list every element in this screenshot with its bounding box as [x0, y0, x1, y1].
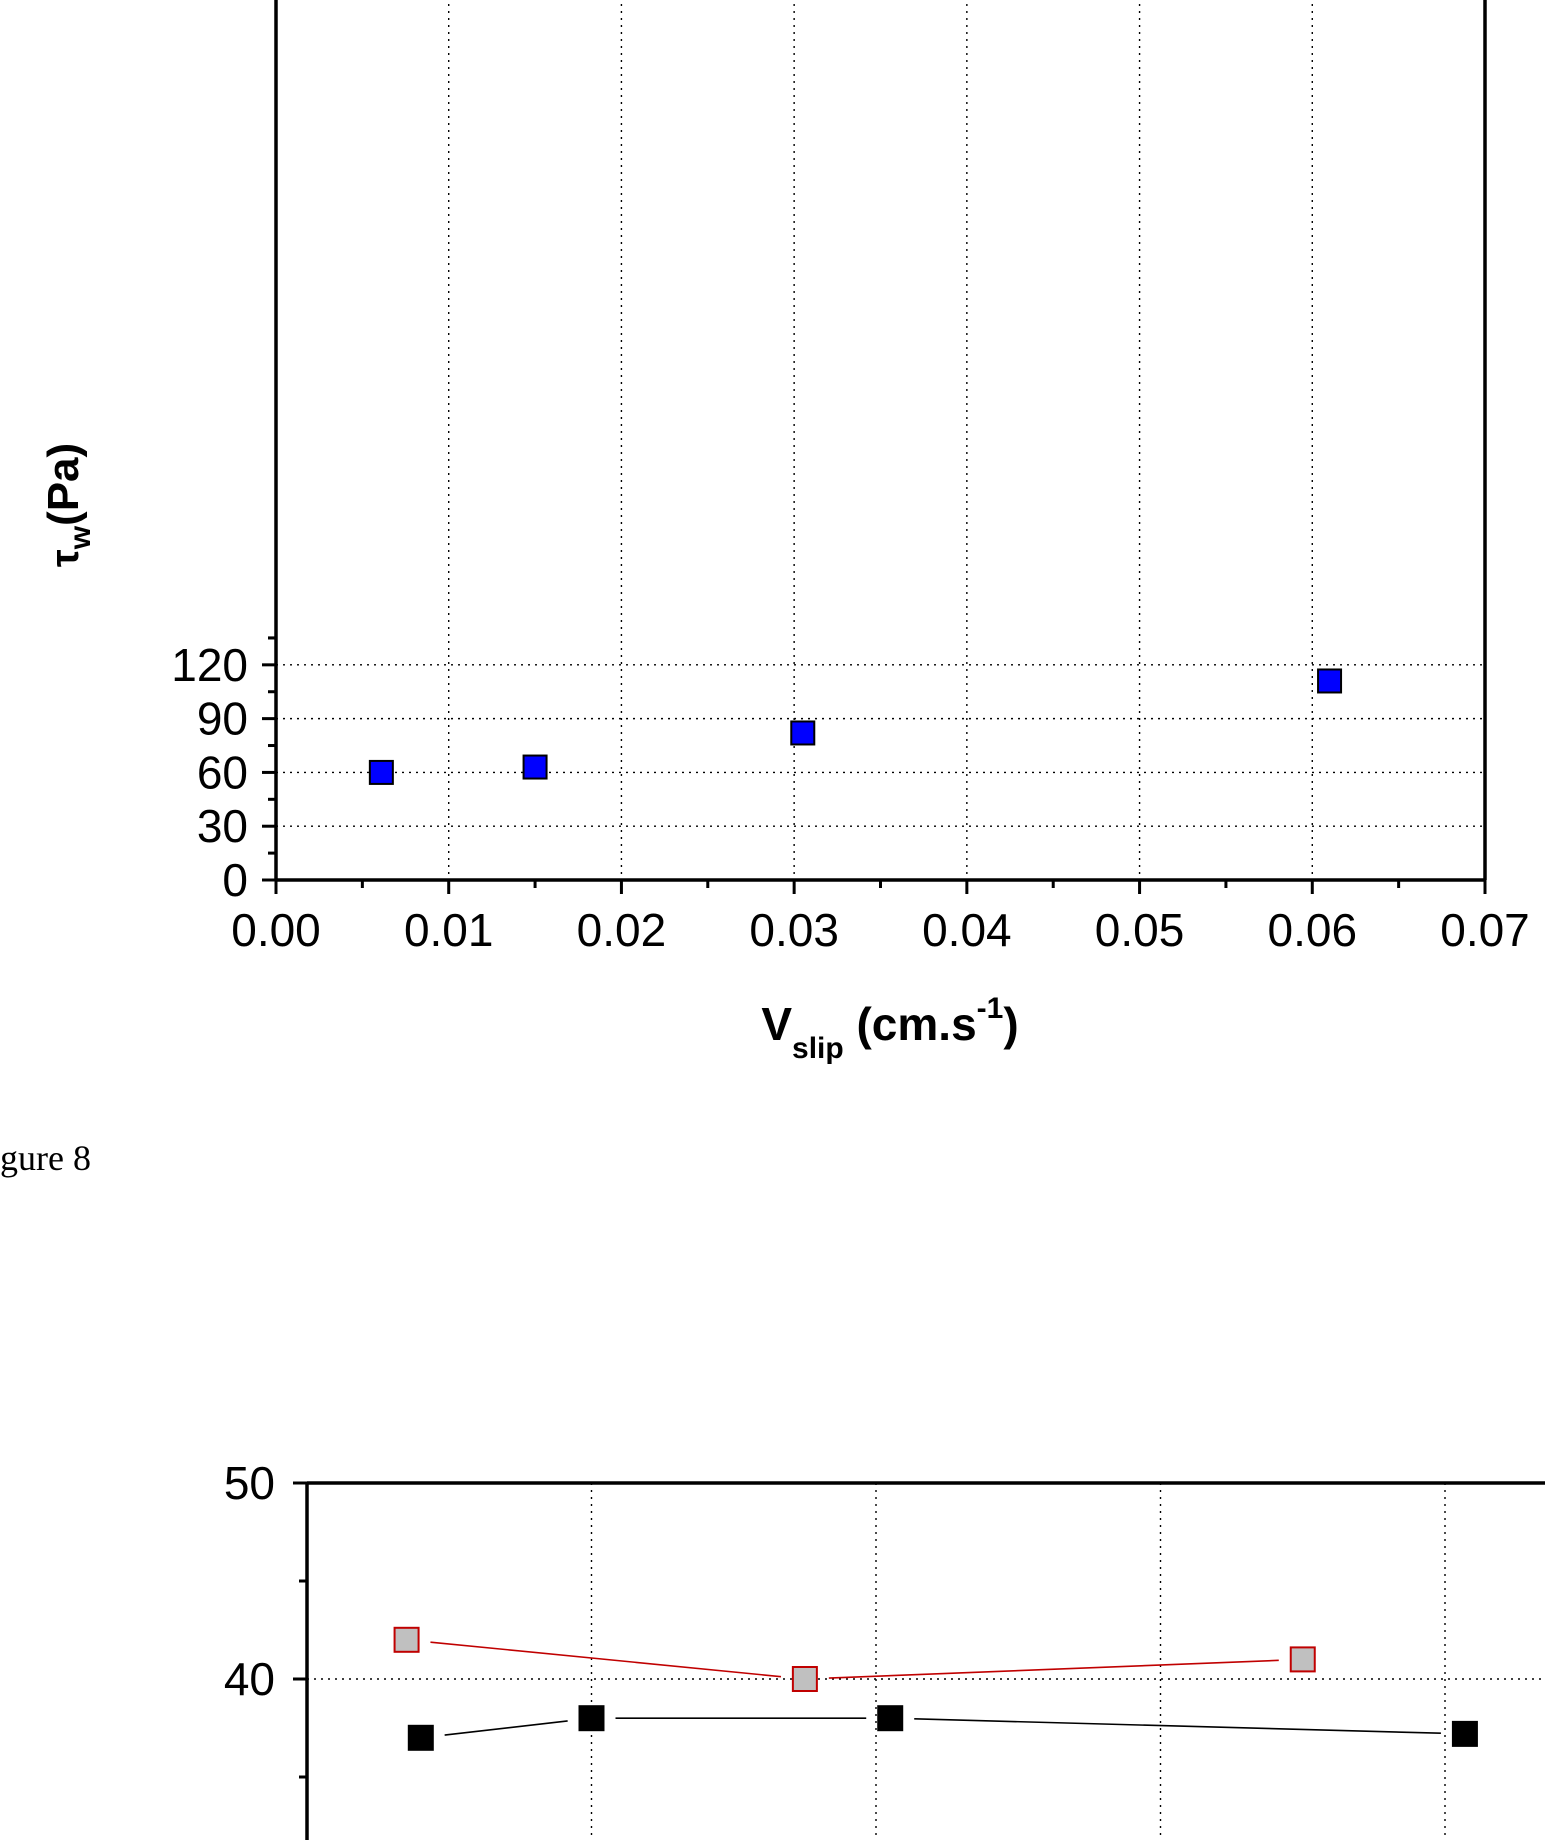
data-point	[522, 754, 548, 780]
x-tick-label: 0.06	[1268, 904, 1358, 956]
x-axis-unit: (cm.s	[844, 998, 977, 1050]
y-tick-label: 0	[222, 854, 248, 906]
plot-frame	[274, 0, 1487, 882]
data-point	[578, 1705, 605, 1732]
y-axis-subscript: w	[64, 525, 97, 550]
y-tick-label: 50	[224, 1457, 275, 1509]
x-tick-label: 0.02	[577, 904, 667, 956]
y-tick-label: 40	[224, 1653, 275, 1705]
axis-ticks	[293, 1481, 307, 1779]
data-points	[368, 668, 1343, 785]
data-point	[368, 759, 394, 785]
series-line-segment	[430, 1641, 782, 1678]
x-axis-subscript: slip	[792, 1032, 844, 1065]
grid	[307, 1483, 1545, 1840]
x-tick-label: 0.01	[404, 904, 494, 956]
x-tick-label: 0.07	[1440, 904, 1530, 956]
x-axis-unit-close: )	[1003, 998, 1018, 1050]
series-line-segment	[914, 1718, 1441, 1735]
x-tick-label: 0.00	[231, 904, 321, 956]
x-axis-label: Vslip (cm.s-1)	[761, 992, 1018, 1065]
x-axis-symbol: V	[761, 998, 792, 1050]
series-line-segment	[444, 1720, 568, 1736]
data-point	[393, 1626, 420, 1653]
y-axis-unit: (Pa)	[39, 443, 88, 526]
x-axis-superscript: -1	[977, 992, 1004, 1025]
series-line-segment	[828, 1659, 1279, 1679]
data-point	[1451, 1720, 1478, 1747]
series-1	[407, 1705, 1478, 1751]
plot-frame	[305, 1481, 1545, 1840]
x-tick-labels: 0.00 0.01 0.02 0.03 0.04 0.05 0.06 0.07	[231, 904, 1530, 956]
y-tick-labels: 40 50	[224, 1457, 275, 1705]
y-tick-label: 90	[197, 693, 248, 745]
data-point	[1317, 668, 1343, 694]
data-point	[877, 1705, 904, 1732]
series-0	[393, 1626, 1316, 1692]
y-tick-label: 60	[197, 746, 248, 798]
y-tick-label: 120	[171, 639, 248, 691]
y-axis-symbol: τ	[43, 549, 87, 567]
grid	[276, 0, 1485, 880]
x-tick-label: 0.05	[1095, 904, 1185, 956]
figure-caption: gure 8	[0, 1138, 91, 1178]
data-point	[791, 1666, 818, 1692]
y-axis-label: τw(Pa)	[39, 443, 97, 567]
data-series	[393, 1626, 1478, 1751]
data-point	[1289, 1646, 1316, 1673]
x-tick-label: 0.04	[922, 904, 1012, 956]
x-tick-label: 0.03	[749, 904, 839, 956]
data-point	[790, 720, 816, 746]
data-point	[407, 1724, 434, 1751]
y-tick-label: 30	[197, 800, 248, 852]
axis-ticks	[262, 636, 1487, 894]
chart-bottom-line: 40 50	[224, 1457, 1545, 1840]
